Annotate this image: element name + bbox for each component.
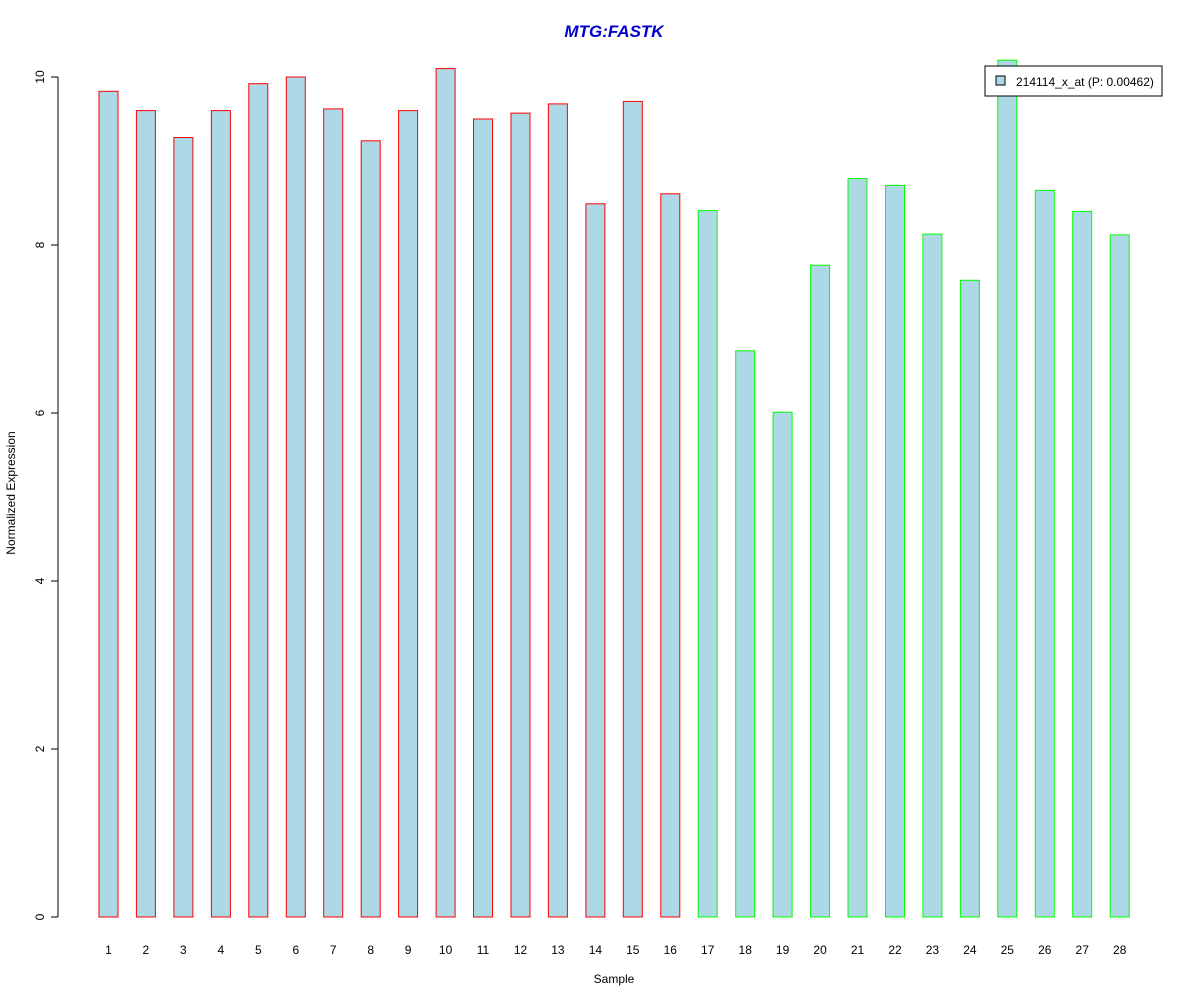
x-tick-label: 1	[105, 943, 112, 957]
bar-sample-3	[173, 137, 194, 918]
bar-sample-27	[1072, 210, 1093, 918]
bar-sample-28	[1109, 234, 1130, 918]
y-axis-title: Normalized Expression	[4, 431, 18, 554]
chart-title: MTG:FASTK	[564, 22, 665, 41]
x-tick-label: 25	[1001, 943, 1015, 957]
bar-sample-17	[697, 210, 718, 918]
bar-sample-14	[585, 203, 606, 918]
bar-sample-16	[660, 193, 681, 918]
bars	[98, 59, 1130, 918]
x-axis-title: Sample	[594, 972, 635, 986]
bar-sample-13	[547, 103, 568, 918]
bar-sample-1	[98, 90, 119, 918]
x-tick-label: 19	[776, 943, 790, 957]
bar-sample-23	[922, 233, 943, 918]
legend-box	[984, 65, 1163, 97]
x-tick-label: 13	[551, 943, 565, 957]
bar-sample-12	[510, 112, 531, 918]
y-tick-label: 6	[33, 409, 47, 416]
x-tick-label: 6	[292, 943, 299, 957]
bar-sample-25	[997, 59, 1018, 918]
legend-swatch	[995, 75, 1006, 86]
x-tick-label: 21	[851, 943, 865, 957]
x-tick-label: 22	[888, 943, 902, 957]
x-tick-label: 18	[739, 943, 753, 957]
bar-sample-21	[847, 178, 868, 918]
bar-sample-26	[1034, 189, 1055, 918]
bar-sample-4	[210, 110, 231, 918]
legend: 214114_x_at (P: 0.00462)	[984, 65, 1163, 97]
x-tick-labels: 1 2 3 4 5 6 7 8 9 10 11 12 13 14 15 16 17 18 19 20 21 22 23 24 2…	[105, 943, 1127, 957]
bar-sample-22	[885, 184, 905, 918]
x-tick-label: 14	[589, 943, 603, 957]
bar-sample-2	[135, 110, 156, 918]
x-tick-label: 28	[1113, 943, 1127, 957]
y-tick-label: 10	[33, 70, 47, 84]
bar-sample-8	[360, 140, 381, 918]
bar-sample-15	[622, 100, 643, 918]
bar-sample-18	[735, 350, 756, 918]
x-tick-label: 15	[626, 943, 640, 957]
x-tick-label: 4	[218, 943, 225, 957]
bar-sample-5	[248, 83, 269, 918]
bar-sample-9	[398, 110, 419, 918]
y-tick-label: 4	[33, 577, 47, 584]
bar-sample-10	[435, 68, 456, 918]
x-tick-label: 23	[926, 943, 940, 957]
x-tick-label: 8	[367, 943, 374, 957]
x-tick-label: 9	[405, 943, 412, 957]
x-tick-label: 20	[813, 943, 827, 957]
x-tick-label: 16	[664, 943, 678, 957]
bar-sample-20	[810, 264, 831, 918]
bar-sample-6	[285, 76, 306, 918]
x-tick-label: 11	[477, 943, 490, 957]
x-tick-label: 27	[1076, 943, 1090, 957]
y-tick-label: 8	[33, 241, 47, 248]
x-tick-label: 5	[255, 943, 262, 957]
legend-label: 214114_x_at (P: 0.00462)	[1016, 75, 1154, 89]
bar-sample-24	[959, 279, 980, 918]
x-tick-label: 2	[143, 943, 150, 957]
x-tick-label: 26	[1038, 943, 1052, 957]
bar-sample-19	[772, 411, 793, 918]
y-tick-label: 2	[33, 745, 47, 752]
x-tick-label: 7	[330, 943, 337, 957]
y-tick-label: 0	[33, 913, 47, 920]
x-tick-label: 10	[439, 943, 453, 957]
bar-sample-11	[473, 118, 493, 918]
x-tick-label: 12	[514, 943, 528, 957]
x-tick-label: 17	[701, 943, 715, 957]
bar-sample-7	[323, 108, 344, 918]
y-axis: 0 2 4 6 8 10	[33, 70, 59, 920]
x-tick-label: 24	[963, 943, 977, 957]
x-tick-label: 3	[180, 943, 187, 957]
